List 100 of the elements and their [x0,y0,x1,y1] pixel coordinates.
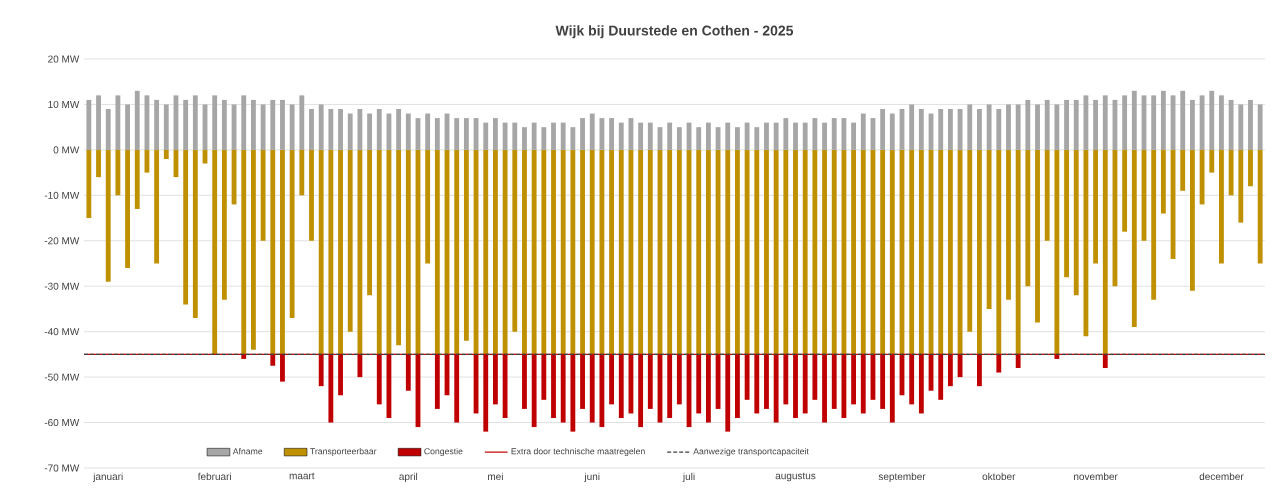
bar [502,149,508,355]
bar [1257,149,1263,264]
bar [793,149,798,355]
bar [1093,99,1099,150]
bar [241,149,247,355]
bar [483,149,489,355]
bar [860,149,866,355]
bar [744,149,750,355]
bar [405,149,411,355]
bar [434,118,440,150]
bar [667,122,673,150]
bar [251,149,256,350]
bar [638,149,644,355]
bar [551,122,556,150]
bar [889,113,895,150]
bar [1102,149,1108,355]
bar [880,149,886,355]
bar [1006,149,1011,300]
bar [1209,149,1215,173]
bar [1064,149,1069,278]
bar [1228,99,1234,150]
x-tick-label: januari [92,472,123,483]
bar [357,149,363,355]
bar [986,149,992,309]
bar [1209,90,1215,150]
bar [1035,149,1040,323]
bar [580,118,585,150]
bar [289,104,295,150]
bar [841,149,847,355]
x-tick-label: november [1074,472,1118,481]
bar [1131,90,1137,150]
bar [1238,149,1244,223]
bar [289,149,295,319]
bar [299,95,305,150]
bar [1093,149,1099,264]
bar [744,122,750,150]
bar [163,149,169,159]
bar [570,127,576,150]
bar [735,149,740,355]
bar [831,118,837,150]
bar [1073,149,1079,296]
bar [725,122,731,150]
bar [357,108,363,150]
bar [280,149,285,355]
bar [96,149,101,178]
bar [938,149,944,355]
bar [212,149,218,355]
bar [802,149,808,355]
bar [1151,95,1157,150]
bar [977,149,982,355]
bar [647,122,653,150]
bar [560,149,566,355]
bar [764,149,769,355]
bar [1189,149,1195,291]
bar [1015,149,1021,355]
bar [609,118,615,150]
bar [618,149,624,355]
bar [947,149,953,355]
bar [841,118,847,150]
bar [793,122,798,150]
x-tick-label: juli [682,472,695,483]
bar [599,149,605,355]
bar [889,149,895,355]
bar [909,149,915,355]
bar [1015,104,1021,150]
bar [1122,95,1128,150]
bar [1180,90,1186,150]
bar [347,149,353,332]
bar [1189,99,1195,150]
bar [531,149,537,355]
bar [105,108,111,150]
bar [531,122,537,150]
bar [493,118,498,150]
bar [163,104,169,150]
bar [1180,149,1186,191]
x-tick-label: september [878,472,926,483]
bar [270,99,276,150]
bar [754,149,760,355]
bar [822,149,827,355]
bar [425,149,431,264]
y-tick-label: -50 MW [44,373,80,381]
legend-label: Aanwezige transportcapaciteit [693,447,809,457]
bar [764,122,769,150]
bar [541,149,547,355]
bar [212,95,218,150]
bar [754,127,760,150]
bar [938,108,944,150]
x-tick-label: oktober [982,472,1016,481]
bar [967,104,973,150]
bar [318,149,324,355]
bar [1025,99,1031,150]
bar [560,122,566,150]
bar [1219,149,1224,264]
bar [309,108,314,150]
bar [783,118,789,150]
bar [909,104,915,150]
bar [1102,95,1108,150]
bar [183,149,189,305]
x-tick-label: augustus [775,472,816,482]
legend-label: Congestie [424,447,463,457]
